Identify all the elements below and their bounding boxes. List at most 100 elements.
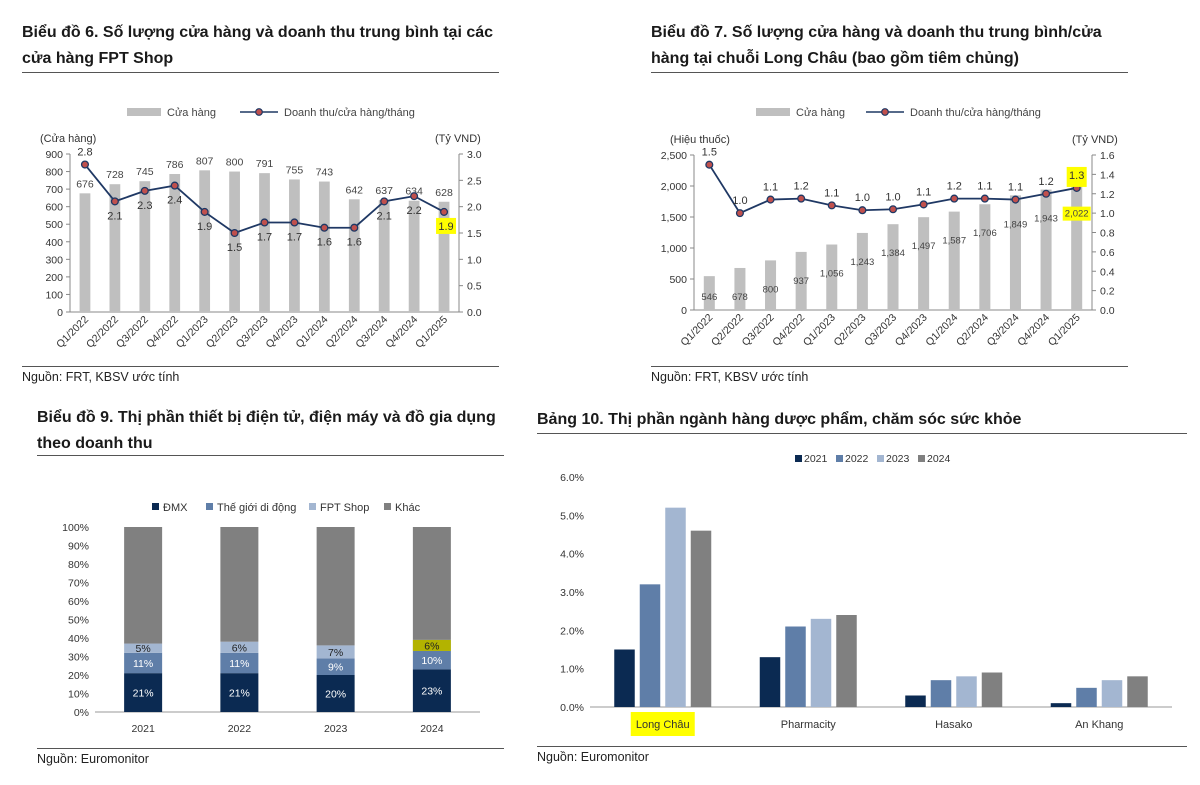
bar [1076,687,1097,707]
bar [259,173,270,312]
x-tick-label: Long Châu [636,719,690,731]
highlight-box [1062,206,1091,221]
bar [1009,195,1021,310]
stack-segment [220,527,259,642]
bar-value-label: 745 [136,166,154,178]
stack-segment [316,675,355,712]
line-value-label: 1.6 [347,237,362,249]
bar-value-label: 676 [76,178,94,190]
stack-segment [412,650,451,670]
stack-segment [124,652,163,674]
line-value-label: 1.0 [855,192,870,204]
highlight-box [630,712,695,736]
y-left-tick-label: 100 [45,289,63,301]
line-point [260,218,269,227]
y-right-tick-label: 3.0 [467,149,482,161]
x-tick-label: 2022 [228,723,252,735]
y-right-tick-label: 2.0 [467,202,482,214]
bar-value-label: 637 [375,185,393,197]
line-point [170,181,179,190]
line-value-label: 2.1 [107,210,122,222]
y-tick-label: 0.0% [560,702,584,714]
bar [759,657,781,707]
y-right-tick-label: 0.6 [1100,247,1115,259]
bar [665,507,686,707]
line-value-label: 1.1 [977,181,992,193]
legend-swatch-marker [881,108,889,116]
line-point [705,160,714,169]
stack-segment [316,658,355,675]
line-point [858,206,867,215]
y-tick-label: 0% [74,707,89,719]
legend-swatch [206,503,213,510]
line-point [980,194,989,203]
bar [887,224,899,310]
bar [438,201,450,312]
bar [826,244,838,310]
line-value-label: 1.1 [916,186,931,198]
bar [169,174,181,312]
bar [1127,676,1148,707]
bar [810,618,832,707]
bar [785,626,806,707]
line-value-label: 1.9 [197,221,212,233]
legend-swatch [836,455,843,462]
line-value-label: 1.0 [732,195,747,207]
bar [948,211,960,310]
line-value-label: 1.0 [885,191,900,203]
line-point [766,195,775,204]
y-left-tick-label: 1,000 [661,243,687,255]
y-tick-label: 60% [68,596,89,608]
bar [199,170,211,312]
y-tick-label: 10% [68,689,89,701]
legend-swatch-bars [756,108,790,116]
segment-value-label: 6% [232,642,247,654]
bar [905,695,926,707]
line-value-label: 1.2 [947,181,962,193]
bar [348,199,360,312]
bar-value-label: 1,587 [942,236,966,247]
y-left-tick-label: 400 [45,237,63,249]
y-tick-label: 5.0% [560,510,584,522]
highlight-box [1066,166,1087,187]
bar [690,530,712,707]
segment-value-label: 20% [325,689,346,701]
y-left-tick-label: 900 [45,149,63,161]
bar [1101,680,1123,707]
y-right-tick-label: 0.4 [1100,266,1115,278]
legend-label-line: Doanh thu/cửa hàng/tháng [284,107,415,119]
bar [378,200,390,312]
chart6-source-rule [22,366,499,367]
bar-value-label: 1,943 [1034,214,1058,225]
bar [408,200,420,312]
bar-value-label: 1,384 [881,248,905,259]
bar [979,204,991,310]
y-right-tick-label: 0.2 [1100,286,1115,298]
bar-value-label: 546 [701,292,717,303]
line-value-label: 1.9 [438,221,453,233]
stack-segment [220,641,259,653]
legend-swatch [918,455,925,462]
legend-label: 2023 [886,453,910,465]
line-point [827,201,836,210]
stack-segment [220,652,259,674]
segment-value-label: 9% [328,662,343,674]
line-value-label: 1.2 [794,181,809,193]
legend-swatch [384,503,391,510]
bar-value-label: 628 [435,187,453,199]
line-point [950,194,959,203]
line-point [410,192,419,201]
x-tick-label: 2023 [324,723,348,735]
legend-label: 2024 [927,453,951,465]
y-tick-label: 80% [68,559,89,571]
chart6-source: Nguồn: FRT, KBSV ước tính [22,370,180,384]
bar [318,181,330,312]
segment-value-label: 21% [229,688,250,700]
bar-value-label: 807 [196,155,214,167]
bar [289,179,300,312]
line-value-label: 1.5 [227,242,242,254]
legend-label: Khác [395,502,421,514]
bar [856,232,868,310]
